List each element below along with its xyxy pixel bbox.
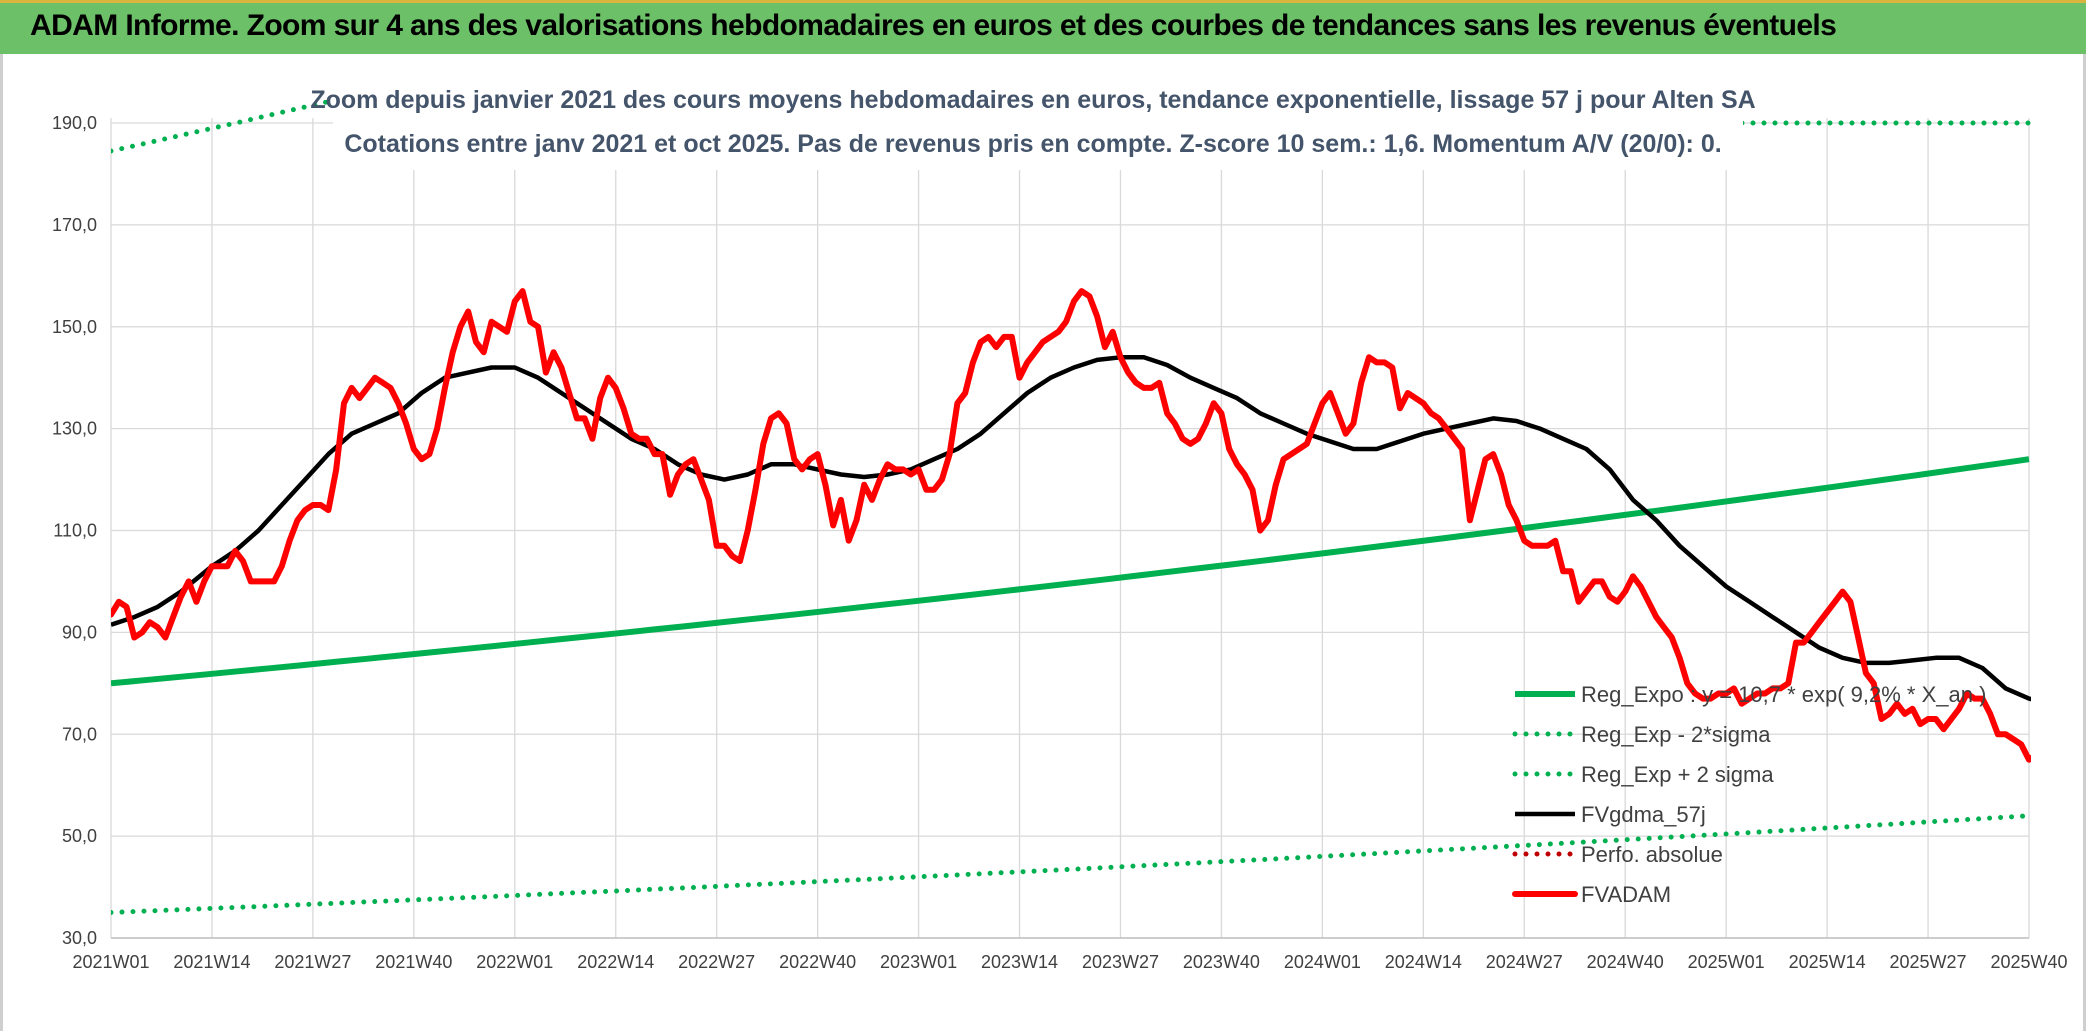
x-tick-label: 2022W40	[779, 952, 856, 972]
legend-label: Reg_Exp - 2*sigma	[1581, 722, 1771, 747]
y-tick-label: 90,0	[62, 622, 97, 642]
trend-chart: 30,0 50,0 70,0 90,0 110,0 130,0 150,0 170,0 190,…	[52, 78, 2068, 972]
x-tick-label: 2023W27	[1082, 952, 1159, 972]
chart-series	[111, 100, 2031, 915]
legend-label: Reg_Expo : y = 10,7 * exp( 9,2% * X_an )	[1581, 682, 1986, 707]
x-tick-label: 2021W14	[173, 952, 250, 972]
x-tick-label: 2021W27	[274, 952, 351, 972]
y-tick-label: 130,0	[52, 419, 97, 439]
y-tick-label: 110,0	[53, 521, 97, 541]
series-line-0	[111, 456, 2030, 687]
x-tick-label: 2024W40	[1587, 952, 1664, 972]
series-line-5	[111, 288, 2031, 763]
x-tick-label: 2025W27	[1890, 952, 1967, 972]
series-line-1	[111, 813, 2031, 915]
x-tick-label: 2024W14	[1385, 952, 1462, 972]
legend-label: Perfo. absolue	[1581, 842, 1723, 867]
y-tick-label: 170,0	[52, 215, 97, 235]
y-tick-label: 70,0	[62, 724, 97, 744]
x-tick-label: 2025W40	[1990, 952, 2067, 972]
legend-label: FVADAM	[1581, 882, 1671, 907]
header-bar: ADAM Informe. Zoom sur 4 ans des valoris…	[0, 0, 2086, 54]
y-tick-label: 190,0	[52, 113, 97, 133]
y-axis-labels: 30,0 50,0 70,0 90,0 110,0 130,0 150,0 170,0 190,…	[52, 113, 97, 948]
y-tick-label: 150,0	[52, 317, 97, 337]
chart-grid	[110, 118, 2030, 939]
x-tick-label: 2024W27	[1486, 952, 1563, 972]
x-tick-label: 2022W14	[577, 952, 654, 972]
chart-title: Zoom depuis janvier 2021 des cours moyen…	[310, 86, 1755, 114]
y-tick-label: 50,0	[62, 826, 97, 846]
legend-label: FVgdma_57j	[1581, 802, 1706, 827]
legend-label: Reg_Exp + 2 sigma	[1581, 762, 1774, 787]
x-tick-label: 2024W01	[1284, 952, 1361, 972]
x-tick-label: 2021W01	[72, 952, 149, 972]
x-tick-label: 2025W01	[1688, 952, 1765, 972]
subtitle-background	[333, 78, 1743, 170]
x-tick-label: 2021W40	[375, 952, 452, 972]
x-axis-labels: 2021W01 2021W14 2021W27 2021W40 2022W01 2022W…	[72, 952, 2067, 972]
y-tick-label: 30,0	[62, 928, 97, 948]
x-tick-label: 2023W14	[981, 952, 1058, 972]
x-tick-label: 2022W01	[476, 952, 553, 972]
x-tick-label: 2022W27	[678, 952, 755, 972]
chart-legend: Reg_Expo : y = 10,7 * exp( 9,2% * X_an )…	[1512, 682, 1986, 907]
chart-subtitle: Cotations entre janv 2021 et oct 2025. P…	[344, 130, 1721, 158]
x-tick-label: 2025W14	[1789, 952, 1866, 972]
report-title: ADAM Informe. Zoom sur 4 ans des valoris…	[30, 9, 1837, 42]
x-tick-label: 2023W40	[1183, 952, 1260, 972]
chart-frame: 30,0 50,0 70,0 90,0 110,0 130,0 150,0 170,0 190,…	[0, 54, 2086, 1031]
x-tick-label: 2023W01	[880, 952, 957, 972]
